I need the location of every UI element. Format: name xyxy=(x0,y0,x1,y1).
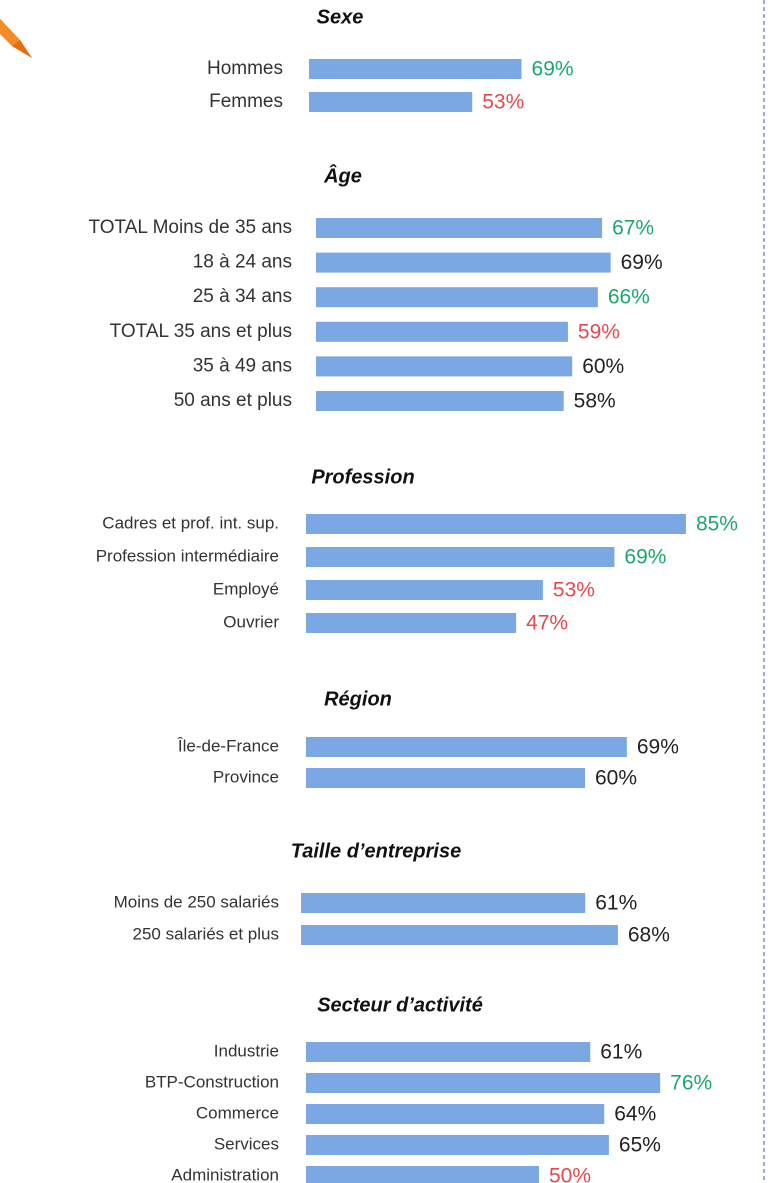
value-label: 60% xyxy=(582,355,624,378)
bar xyxy=(306,1104,605,1124)
value-label: 67% xyxy=(612,217,654,240)
value-label: 61% xyxy=(600,1041,642,1064)
value-label: 47% xyxy=(526,612,568,635)
category-label: Hommes xyxy=(207,58,283,79)
category-label: Femmes xyxy=(209,91,283,112)
category-label: Services xyxy=(214,1134,279,1153)
bar xyxy=(316,391,564,411)
chart-title: Sexe xyxy=(317,6,364,28)
value-label: 53% xyxy=(553,579,595,602)
value-label: 64% xyxy=(614,1103,656,1126)
category-label: 18 à 24 ans xyxy=(193,252,292,273)
category-label: Moins de 250 salariés xyxy=(114,892,279,911)
value-label: 58% xyxy=(574,390,616,413)
category-label: 50 ans et plus xyxy=(174,390,292,411)
bar xyxy=(309,92,473,112)
bar xyxy=(306,547,615,567)
value-label: 53% xyxy=(482,91,524,114)
category-label: Employé xyxy=(213,579,279,598)
value-label: 76% xyxy=(670,1072,712,1095)
category-label: 250 salariés et plus xyxy=(133,924,279,943)
bar xyxy=(309,59,522,79)
value-label: 69% xyxy=(637,736,679,759)
chart-title: Profession xyxy=(311,466,414,488)
value-label: 69% xyxy=(621,251,663,274)
category-label: 35 à 49 ans xyxy=(193,355,292,376)
category-label: TOTAL Moins de 35 ans xyxy=(89,217,292,238)
bar xyxy=(306,514,686,534)
bar xyxy=(306,768,585,788)
bar xyxy=(306,1166,539,1183)
bar xyxy=(306,1042,591,1062)
bar xyxy=(301,893,586,913)
value-label: 65% xyxy=(619,1134,661,1157)
value-label: 69% xyxy=(532,58,574,81)
bar xyxy=(316,218,603,238)
category-label: Industrie xyxy=(214,1041,279,1060)
category-label: Île-de-France xyxy=(177,736,279,755)
value-label: 50% xyxy=(549,1165,591,1183)
value-label: 61% xyxy=(595,892,637,915)
value-label: 69% xyxy=(624,546,666,569)
category-label: Province xyxy=(213,767,279,786)
bar xyxy=(306,613,517,633)
bar xyxy=(316,252,611,273)
category-label: Administration xyxy=(171,1165,279,1183)
category-label: Commerce xyxy=(196,1103,279,1122)
value-label: 60% xyxy=(595,767,637,790)
chart-title: Région xyxy=(324,688,392,710)
category-label: 25 à 34 ans xyxy=(193,286,292,307)
value-label: 66% xyxy=(608,286,650,309)
value-label: 68% xyxy=(628,924,670,947)
chart-title: Taille d’entreprise xyxy=(291,840,461,862)
chart-title: Âge xyxy=(323,163,362,187)
bar xyxy=(301,925,618,945)
pencil-icon xyxy=(0,18,32,58)
category-label: Cadres et prof. int. sup. xyxy=(102,513,279,532)
bar xyxy=(306,737,627,757)
bar xyxy=(316,287,598,308)
bar xyxy=(316,356,573,377)
category-label: Ouvrier xyxy=(223,612,279,631)
value-label: 59% xyxy=(578,320,620,343)
bar xyxy=(306,1135,609,1155)
value-label: 85% xyxy=(696,513,738,536)
chart-title: Secteur d’activité xyxy=(317,994,483,1016)
bar xyxy=(306,580,543,600)
bar xyxy=(306,1073,661,1093)
category-label: BTP-Construction xyxy=(145,1072,279,1091)
category-label: Profession intermédiaire xyxy=(96,546,279,565)
bar xyxy=(316,321,568,342)
category-label: TOTAL 35 ans et plus xyxy=(110,321,292,342)
